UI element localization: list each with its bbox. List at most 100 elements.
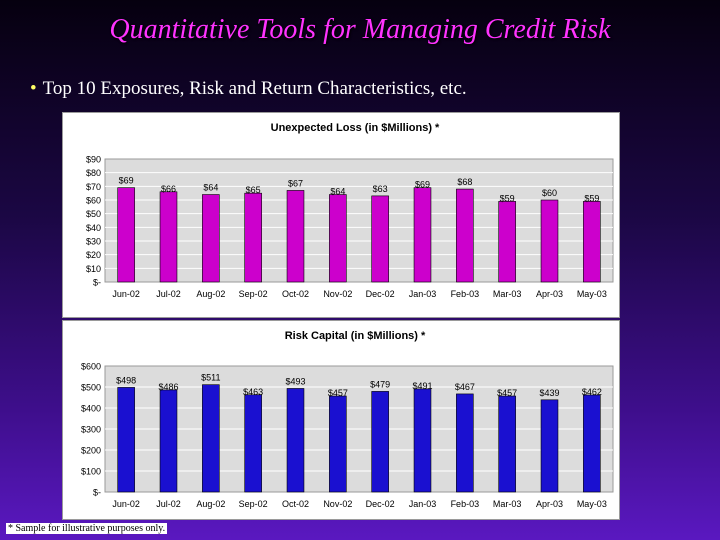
data-label: $486 xyxy=(158,382,178,392)
x-tick-label: Jul-02 xyxy=(156,499,181,509)
y-tick-label: $60 xyxy=(86,196,101,206)
y-tick-label: $100 xyxy=(81,467,101,477)
data-label: $64 xyxy=(330,187,345,197)
bar xyxy=(413,187,432,283)
data-label: $463 xyxy=(243,387,263,397)
bullet-point: • Top 10 Exposures, Risk and Return Chara… xyxy=(30,78,467,100)
x-tick-label: Sep-02 xyxy=(239,289,268,299)
bar xyxy=(329,194,347,283)
x-tick-label: May-03 xyxy=(577,499,607,509)
x-tick-label: Aug-02 xyxy=(196,499,225,509)
y-tick-label: $50 xyxy=(86,209,101,219)
x-tick-label: Jan-03 xyxy=(409,499,437,509)
bar xyxy=(117,187,135,283)
bar xyxy=(583,394,601,493)
x-tick-label: Mar-03 xyxy=(493,289,522,299)
data-label: $69 xyxy=(119,176,134,186)
risk-capital-chart: Risk Capital (in $Millions) * $- $100 $200 $… xyxy=(62,320,620,520)
bar xyxy=(371,391,389,493)
bar xyxy=(540,199,559,283)
y-tick-label: $600 xyxy=(81,362,101,372)
y-tick-label: $10 xyxy=(86,264,101,274)
chart-title: Risk Capital (in $Millions) * xyxy=(285,330,426,342)
footnote: * Sample for illustrative purposes only. xyxy=(6,523,168,534)
bar xyxy=(540,399,559,493)
y-tick-label: $90 xyxy=(86,155,101,165)
x-tick-label: Apr-03 xyxy=(536,499,563,509)
data-label: $439 xyxy=(539,388,559,398)
x-tick-label: Nov-02 xyxy=(323,289,352,299)
data-label: $59 xyxy=(584,193,599,203)
x-tick-label: Feb-03 xyxy=(451,289,480,299)
bar xyxy=(456,393,474,493)
data-label: $69 xyxy=(415,180,430,190)
data-label: $462 xyxy=(582,387,602,397)
y-tick-label: $300 xyxy=(81,425,101,435)
x-tick-label: Feb-03 xyxy=(451,499,480,509)
bullet-marker-icon: • xyxy=(30,78,37,99)
slide-title: Quantitative Tools for Managing Credit R… xyxy=(109,14,611,45)
data-label: $68 xyxy=(457,177,472,187)
y-tick-label: $500 xyxy=(81,383,101,393)
data-label: $60 xyxy=(542,188,557,198)
y-tick-label: $200 xyxy=(81,446,101,456)
data-label: $64 xyxy=(203,183,218,193)
data-label: $493 xyxy=(285,376,305,386)
x-tick-label: Apr-03 xyxy=(536,289,563,299)
y-tick-label: $80 xyxy=(86,168,101,178)
x-tick-label: Oct-02 xyxy=(282,289,309,299)
data-label: $67 xyxy=(288,178,303,188)
data-label: $66 xyxy=(161,184,176,194)
x-tick-label: May-03 xyxy=(577,289,607,299)
data-label: $467 xyxy=(455,382,475,392)
y-tick-label: $20 xyxy=(86,250,101,260)
bar xyxy=(413,388,432,493)
bar xyxy=(286,190,305,283)
bar xyxy=(498,395,516,493)
unexpected-loss-chart-svg: Unexpected Loss (in $Millions) * $- $10 $20… xyxy=(86,122,614,299)
x-tick-label: Dec-02 xyxy=(366,499,395,509)
data-label: $511 xyxy=(201,373,220,383)
data-label: $491 xyxy=(412,381,432,391)
x-tick-label: Aug-02 xyxy=(196,289,225,299)
x-tick-label: Jan-03 xyxy=(409,289,437,299)
x-tick-label: Dec-02 xyxy=(366,289,395,299)
x-tick-label: Jul-02 xyxy=(156,289,181,299)
bar xyxy=(202,194,220,283)
bar xyxy=(371,195,389,283)
y-tick-label: $- xyxy=(93,488,101,498)
y-tick-label: $400 xyxy=(81,404,101,414)
bar xyxy=(583,201,601,283)
bar xyxy=(202,384,220,493)
plot-area xyxy=(104,158,614,283)
data-label: $457 xyxy=(328,388,348,398)
bar xyxy=(329,395,347,493)
data-label: $65 xyxy=(246,185,261,195)
y-tick-label: $- xyxy=(93,278,101,288)
bar xyxy=(159,389,178,493)
bar xyxy=(244,192,262,283)
chart-title: Unexpected Loss (in $Millions) * xyxy=(271,122,440,134)
bar xyxy=(286,388,305,493)
bar xyxy=(456,188,474,283)
unexpected-loss-chart: Unexpected Loss (in $Millions) * $- $10 $20… xyxy=(62,112,620,318)
y-tick-label: $70 xyxy=(86,182,101,192)
data-label: $59 xyxy=(500,193,515,203)
y-tick-label: $40 xyxy=(86,223,101,233)
x-tick-label: Jun-02 xyxy=(112,289,140,299)
x-tick-label: Oct-02 xyxy=(282,499,309,509)
x-tick-label: Sep-02 xyxy=(239,499,268,509)
data-label: $479 xyxy=(370,379,390,389)
bullet-text: Top 10 Exposures, Risk and Return Charac… xyxy=(42,78,467,99)
bar xyxy=(498,201,516,283)
x-tick-label: Jun-02 xyxy=(112,499,140,509)
x-tick-label: Mar-03 xyxy=(493,499,522,509)
bar xyxy=(159,191,178,283)
data-label: $498 xyxy=(116,375,136,385)
bar xyxy=(244,394,262,493)
data-label: $457 xyxy=(497,388,517,398)
risk-capital-chart-svg: Risk Capital (in $Millions) * $- $100 $200 $… xyxy=(81,330,614,509)
y-tick-label: $30 xyxy=(86,237,101,247)
x-tick-label: Nov-02 xyxy=(323,499,352,509)
data-label: $63 xyxy=(373,184,388,194)
